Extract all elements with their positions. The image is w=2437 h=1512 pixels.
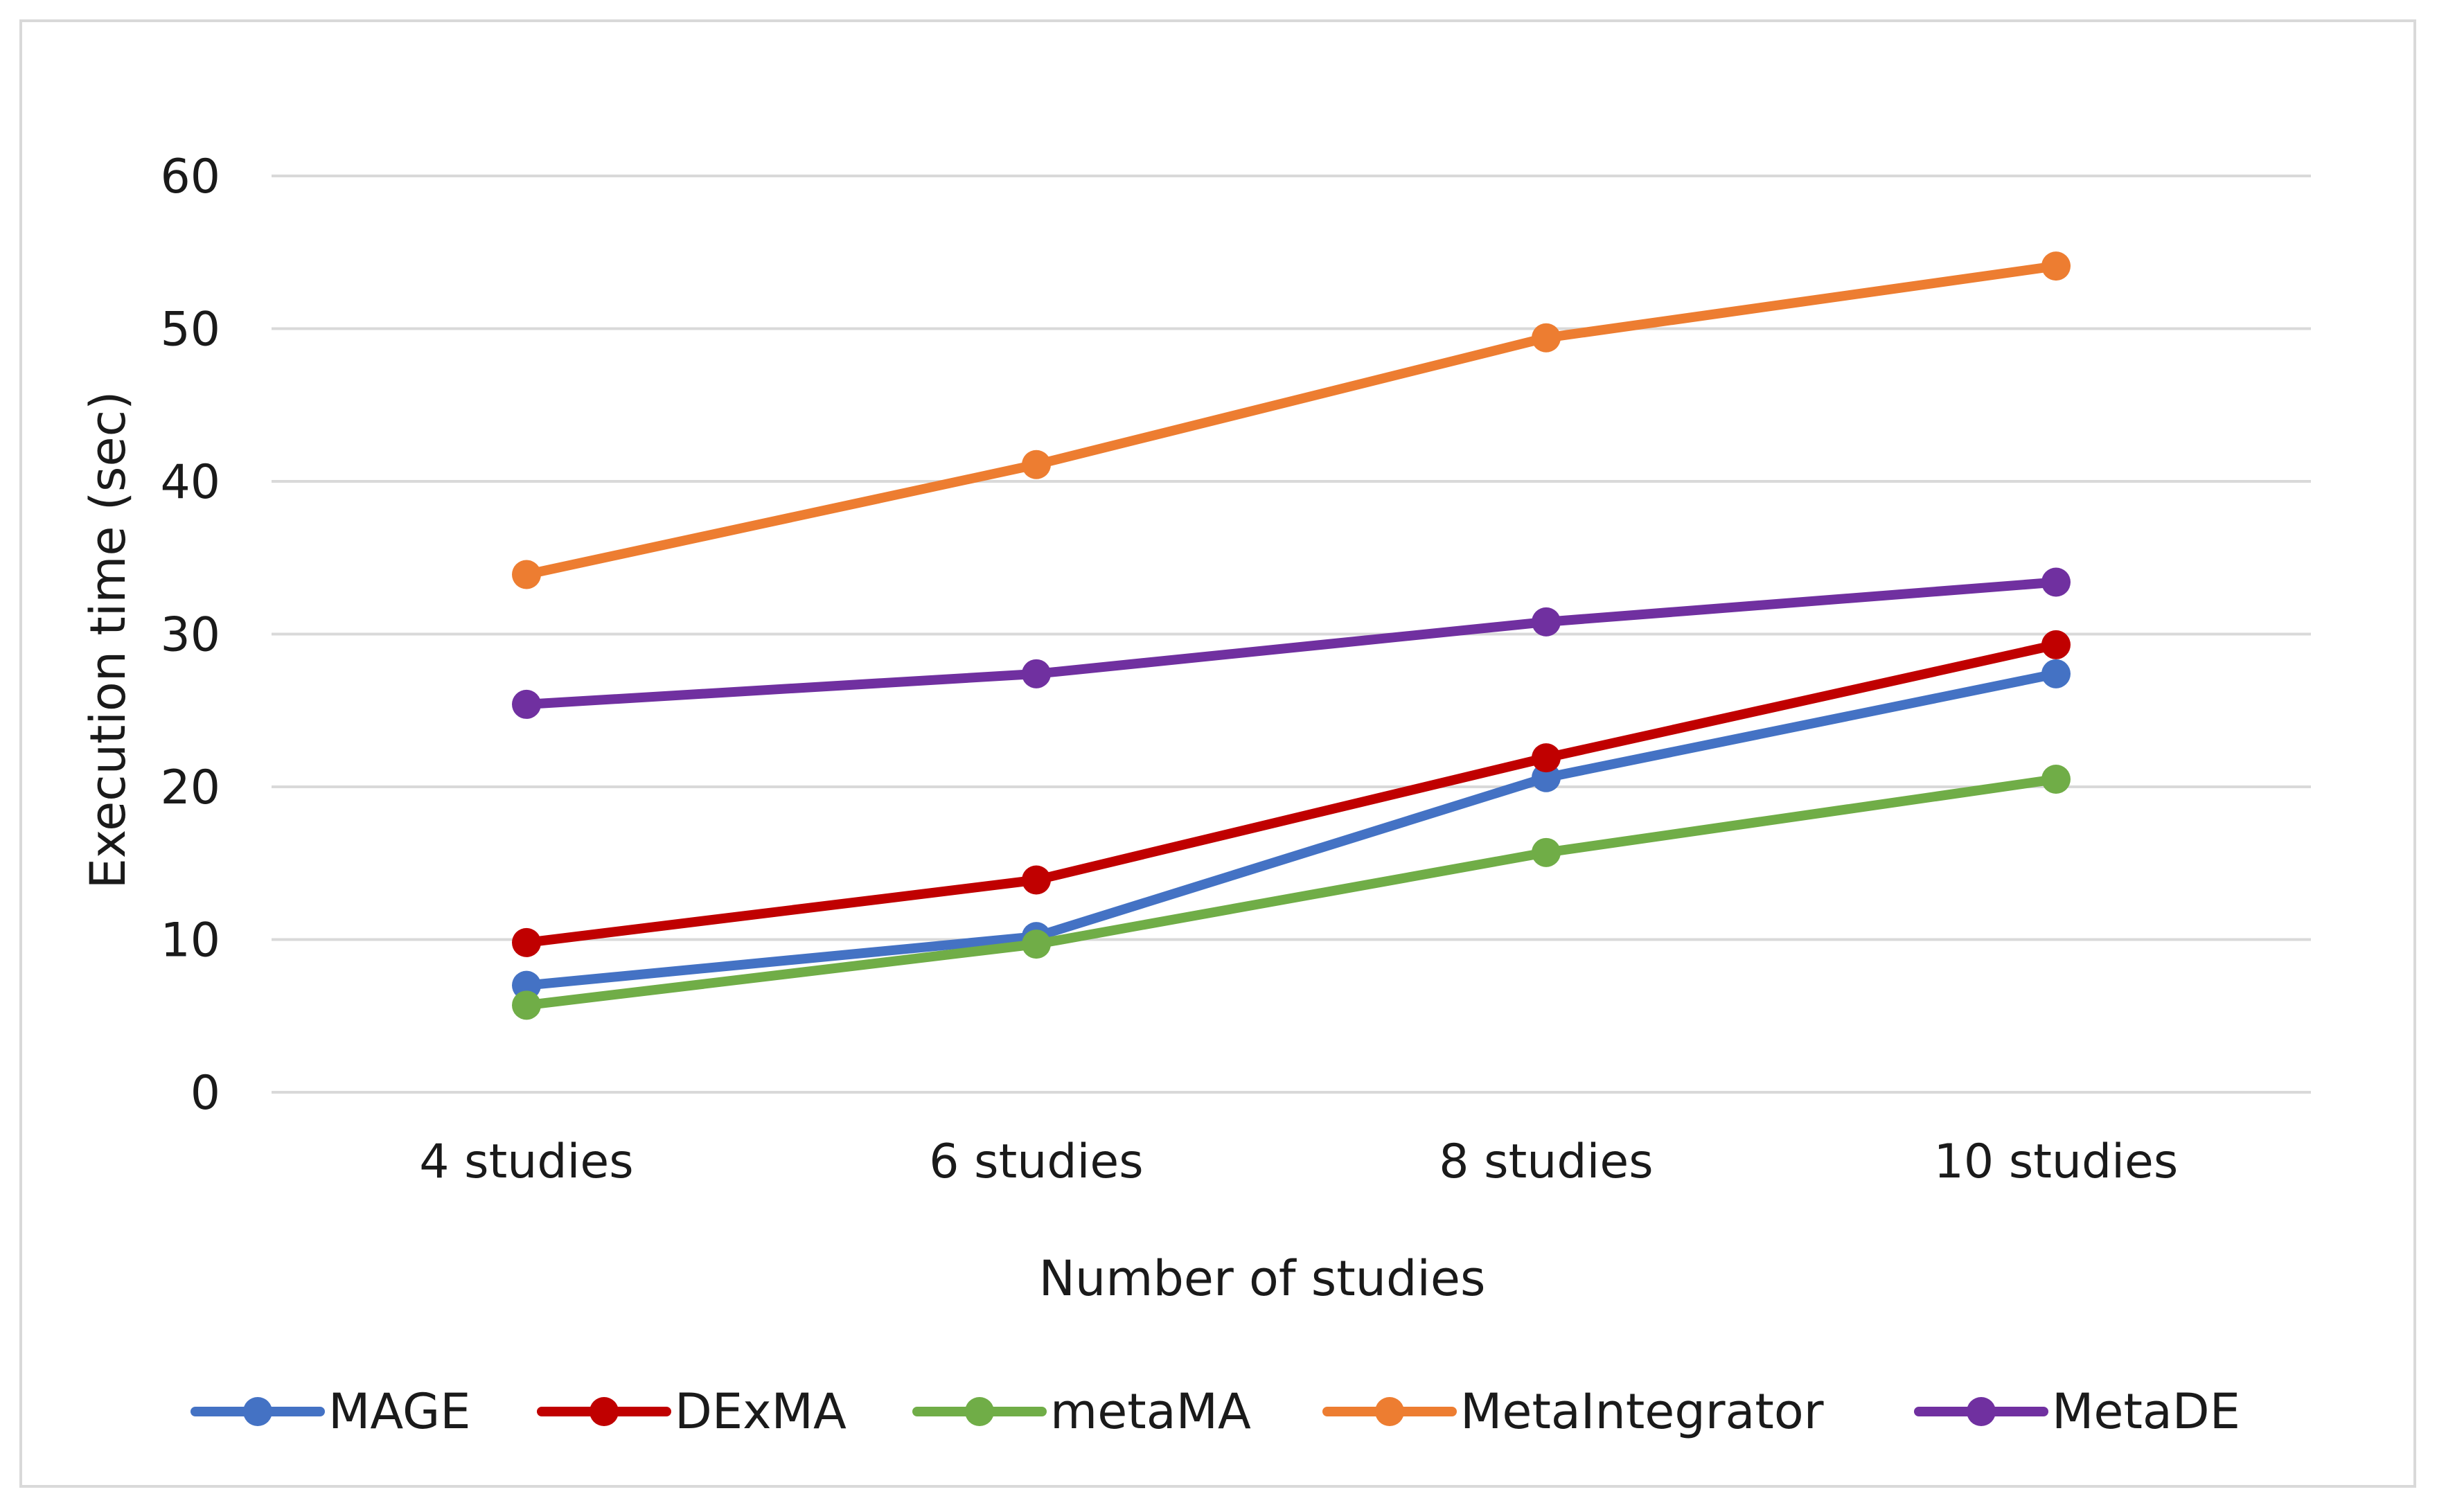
data-point [512, 990, 541, 1020]
x-tick-label: 4 studies [419, 1135, 633, 1189]
data-point [512, 927, 541, 957]
data-point [512, 689, 541, 719]
data-point [1532, 743, 1561, 773]
y-axis-ticks: 0 10 20 30 40 50 60 [160, 150, 220, 1121]
data-point [1022, 865, 1051, 895]
legend: MAGE DExMA metaMA MetaIntegrator MetaDE [190, 1383, 2240, 1440]
data-point [2041, 567, 2071, 597]
legend-marker [965, 1397, 994, 1426]
y-axis-title: Execution time (sec) [80, 391, 136, 889]
series-line [522, 639, 2061, 948]
data-point [1022, 659, 1051, 688]
series-metama [512, 764, 2071, 1020]
data-point [2041, 630, 2071, 659]
data-point [1532, 323, 1561, 353]
data-point [1532, 837, 1561, 867]
legend-marker [243, 1397, 272, 1426]
legend-item-metaintegrator: MetaIntegrator [1322, 1383, 1824, 1440]
data-point [2041, 251, 2071, 281]
gridlines [272, 175, 2311, 1094]
x-tick-label: 10 studies [1934, 1135, 2179, 1189]
series-line [522, 774, 2061, 1011]
legend-label: MAGE [328, 1383, 471, 1440]
y-tick-label: 40 [160, 455, 220, 510]
legend-marker [590, 1397, 619, 1426]
legend-item-dexma: DExMA [537, 1383, 847, 1440]
series-line [522, 261, 2061, 580]
legend-label: metaMA [1050, 1383, 1251, 1440]
legend-marker [1967, 1397, 1996, 1426]
chart-frame [19, 19, 2416, 1488]
series-line [522, 577, 2061, 709]
legend-marker [1375, 1397, 1404, 1426]
legend-item-mage: MAGE [190, 1383, 471, 1440]
legend-label: MetaIntegrator [1460, 1383, 1824, 1440]
series-line [522, 668, 2061, 990]
y-tick-label: 60 [160, 150, 220, 204]
series-dexma [512, 630, 2071, 957]
series-metaintegrator [512, 251, 2071, 589]
data-point [1022, 930, 1051, 959]
legend-item-metama: metaMA [912, 1383, 1251, 1440]
x-axis-title: Number of studies [1039, 1250, 1486, 1307]
data-point [512, 560, 541, 589]
x-tick-label: 8 studies [1439, 1135, 1653, 1189]
series-group [512, 251, 2071, 1020]
series-metade [512, 567, 2071, 719]
y-tick-label: 20 [160, 761, 220, 815]
series-mage [512, 659, 2071, 1000]
y-tick-label: 30 [160, 608, 220, 663]
data-point [2041, 659, 2071, 688]
data-point [1532, 607, 1561, 637]
data-point [1022, 450, 1051, 479]
x-axis-ticks: 4 studies 6 studies 8 studies 10 studies [419, 1135, 2178, 1189]
x-tick-label: 6 studies [929, 1135, 1143, 1189]
y-tick-label: 50 [160, 303, 220, 357]
legend-label: MetaDE [2052, 1383, 2240, 1440]
data-point [2041, 764, 2071, 794]
legend-label: DExMA [675, 1383, 847, 1440]
y-tick-label: 10 [160, 914, 220, 968]
legend-item-metade: MetaDE [1914, 1383, 2240, 1440]
y-tick-label: 0 [190, 1066, 220, 1121]
